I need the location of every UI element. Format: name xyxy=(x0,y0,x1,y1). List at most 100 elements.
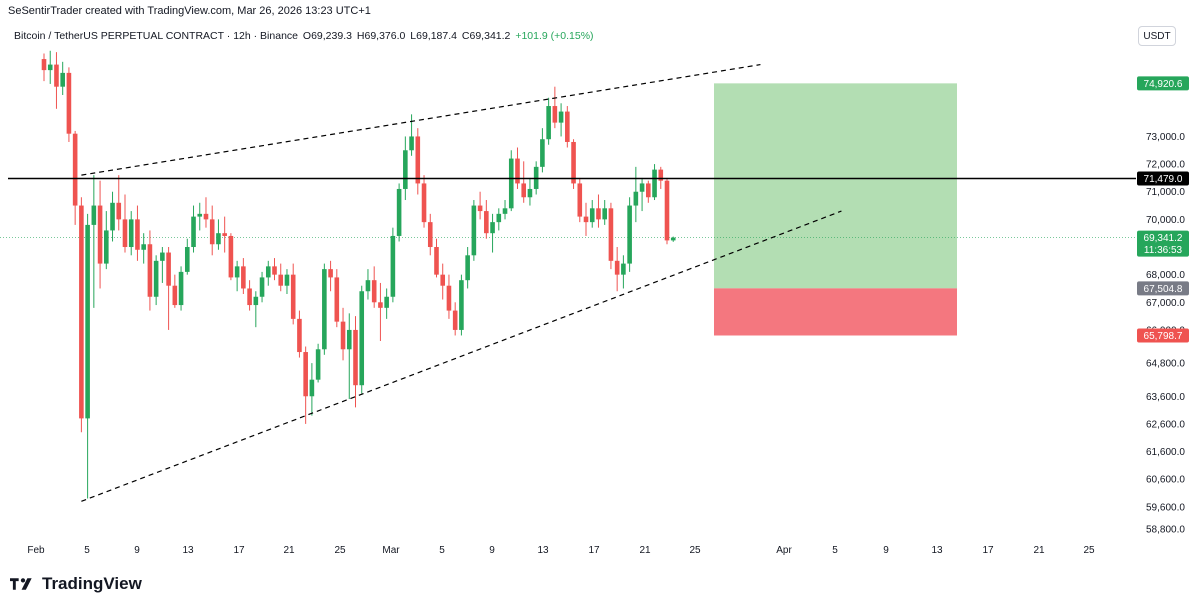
candle-down xyxy=(477,205,483,212)
candle-down xyxy=(583,216,589,223)
candle-down xyxy=(658,169,664,181)
time-tick-label: 13 xyxy=(537,545,549,556)
price-tag-label: 74,920.6 xyxy=(1144,79,1183,90)
candle-up xyxy=(621,263,626,275)
candle-down xyxy=(452,310,458,330)
candle-up xyxy=(471,205,477,256)
price-tag-line xyxy=(1137,171,1189,186)
candle-up xyxy=(589,208,595,223)
candle-up xyxy=(234,266,240,278)
candle-up xyxy=(104,230,109,264)
price-tag-stop xyxy=(1137,328,1189,343)
candle-up xyxy=(141,244,146,250)
price-tick-label: 58,800.0 xyxy=(1146,524,1185,535)
candle-up xyxy=(253,296,259,306)
candle-down xyxy=(272,266,277,275)
candle-down xyxy=(427,222,433,248)
candle-up xyxy=(465,255,470,281)
candle-down xyxy=(552,106,558,123)
candle-up xyxy=(390,235,396,297)
price-tag-label: 69,341.2 xyxy=(1144,233,1183,244)
candle-up xyxy=(602,208,607,220)
ohlc-close: C69,341.2 xyxy=(461,30,511,42)
symbol-legend[interactable]: Bitcoin / TetherUS PERPETUAL CONTRACT · … xyxy=(14,30,596,42)
price-tag-label: 65,798.7 xyxy=(1144,331,1183,342)
candle-up xyxy=(409,136,414,151)
time-tick-label: 17 xyxy=(982,545,994,556)
time-axis: Feb 5 9 13 17 21 25 Mar 5 9 13 17 21 25 Apr 5 9 13 17 21 25 xyxy=(27,545,1095,556)
target-zone xyxy=(714,83,957,289)
price-tag-entry xyxy=(1137,281,1189,296)
candle-up xyxy=(197,213,203,217)
trendline-lower xyxy=(81,210,842,502)
candle-down xyxy=(646,183,651,198)
candlestick-series xyxy=(41,50,676,499)
candle-up xyxy=(284,274,290,286)
candle-up xyxy=(546,106,551,140)
ohlc-change: +101.9 (+0.15%) xyxy=(515,30,594,42)
time-tick-label: Feb xyxy=(27,545,45,556)
price-tick-label: 61,600.0 xyxy=(1146,447,1185,458)
candle-down xyxy=(434,247,439,275)
tradingview-brand[interactable]: TradingView xyxy=(10,574,142,594)
candle-up xyxy=(627,205,632,264)
candle-up xyxy=(633,191,639,206)
time-tick-label: 9 xyxy=(134,545,140,556)
time-tick-label: 21 xyxy=(283,545,295,556)
candle-down xyxy=(278,274,284,286)
price-tick-label: 62,600.0 xyxy=(1146,419,1185,430)
candle-down xyxy=(241,266,246,289)
trendline-upper xyxy=(81,63,761,176)
candle-down xyxy=(614,260,620,275)
ohlc-open: O69,239.3 xyxy=(302,30,352,42)
candle-down xyxy=(328,269,333,278)
price-tick-label: 67,000.0 xyxy=(1146,298,1185,309)
ohlc-high: H69,376.0 xyxy=(356,30,406,42)
time-tick-label: 25 xyxy=(689,545,701,556)
candle-down xyxy=(79,205,84,419)
candle-up xyxy=(365,280,371,292)
price-tick-label: 73,000.0 xyxy=(1146,132,1185,143)
candle-down xyxy=(484,211,489,234)
price-tag-label: 67,504.8 xyxy=(1144,284,1183,295)
time-tick-label: 13 xyxy=(931,545,943,556)
candle-down xyxy=(415,136,421,184)
time-tick-label: 5 xyxy=(84,545,90,556)
candle-down xyxy=(421,183,427,223)
candle-down xyxy=(166,252,171,286)
candle-down xyxy=(41,59,47,71)
candle-up xyxy=(459,280,464,330)
candle-up xyxy=(110,202,115,231)
candle-down xyxy=(72,133,78,206)
candle-down xyxy=(297,318,302,353)
currency-selector[interactable]: USDT xyxy=(1138,26,1176,46)
candle-up xyxy=(178,271,184,306)
candle-down xyxy=(664,180,670,241)
candle-down xyxy=(334,277,340,322)
candle-down xyxy=(521,183,527,198)
time-tick-label: 5 xyxy=(439,545,445,556)
candle-up xyxy=(490,222,495,234)
candle-up xyxy=(652,169,657,198)
candle-up xyxy=(128,219,134,248)
candle-up xyxy=(309,379,315,397)
time-tick-label: Mar xyxy=(382,545,400,556)
candle-up xyxy=(191,216,196,248)
price-tick-label: 71,000.0 xyxy=(1146,187,1185,198)
ohlc-low: L69,187.4 xyxy=(410,30,457,42)
candle-up xyxy=(265,266,271,278)
candle-down xyxy=(147,244,153,297)
candle-up xyxy=(403,150,408,189)
time-tick-label: 13 xyxy=(182,545,194,556)
drawing-lines xyxy=(8,63,1136,502)
candle-down xyxy=(303,352,308,397)
candle-up xyxy=(396,188,402,236)
candle-down xyxy=(54,64,59,87)
time-tick-label: 21 xyxy=(1033,545,1045,556)
candle-down xyxy=(290,274,296,319)
price-tick-label: 70,000.0 xyxy=(1146,215,1185,226)
price-tag-last xyxy=(1137,230,1189,257)
candle-down xyxy=(577,183,583,217)
price-tick-label: 68,000.0 xyxy=(1146,270,1185,281)
